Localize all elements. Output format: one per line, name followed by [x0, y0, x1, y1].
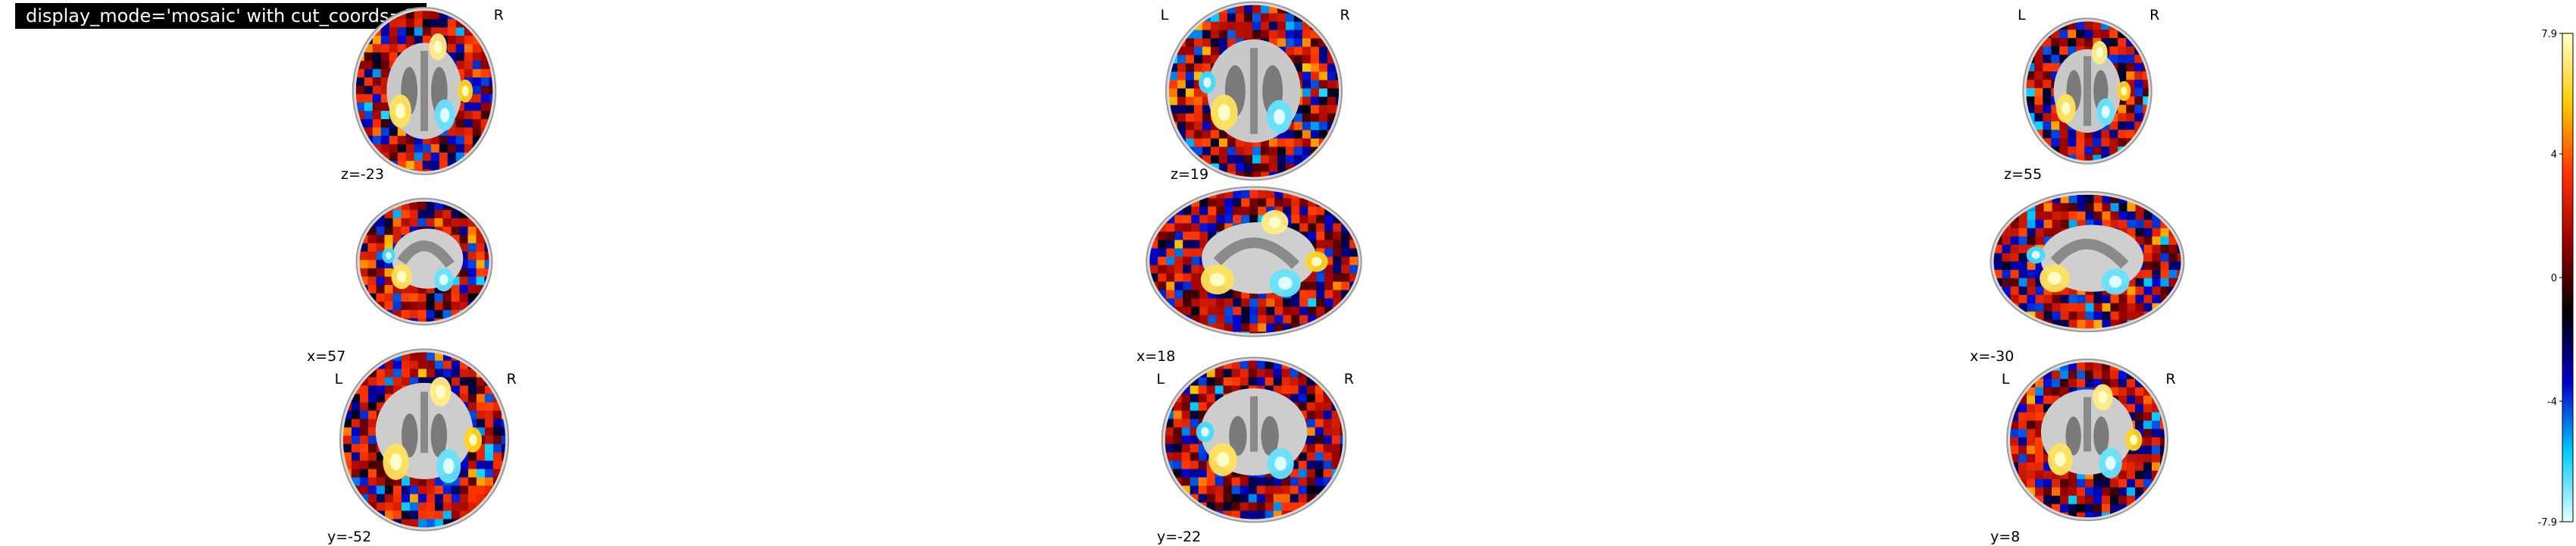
cut-label-axial-2: z=55 [2004, 166, 2042, 183]
brain-panel-sagittal-2: x=-30 [1970, 190, 2185, 365]
orientation-right-label: R [1340, 7, 1349, 24]
colorbar-tick-label: 7.9 [2541, 29, 2557, 40]
cut-label-coronal-0: y=-52 [327, 529, 371, 545]
colorbar-tick-label: -7.9 [2538, 517, 2557, 529]
cut-label-axial-1: z=19 [1171, 166, 1208, 183]
brain-panel-axial-0: z=-23 R [341, 7, 504, 183]
orientation-left-label: L [2002, 371, 2010, 388]
brain-panel-sagittal-0: x=57 [307, 197, 493, 365]
cut-label-sagittal-1: x=18 [1136, 348, 1175, 365]
orientation-left-label: L [1156, 371, 1165, 388]
brain-panel-axial-2: z=55 L R [2004, 7, 2159, 183]
brain-panel-coronal-2: y=8 L R [1990, 358, 2176, 545]
cut-label-sagittal-2: x=-30 [1970, 348, 2014, 365]
colorbar-tick-label: 0 [2551, 273, 2557, 284]
cut-label-coronal-1: y=-22 [1157, 529, 1201, 545]
orientation-right-label: R [494, 7, 504, 24]
cut-label-axial-0: z=-23 [341, 166, 384, 183]
orientation-left-label: L [2018, 7, 2026, 24]
colorbar [2562, 33, 2574, 522]
colorbar-tick-label: 4 [2551, 149, 2557, 161]
orientation-right-label: R [2165, 371, 2175, 388]
orientation-left-label: L [335, 371, 343, 388]
brain-panel-axial-1: z=19 L R [1161, 1, 1350, 183]
orientation-right-label: R [2149, 7, 2159, 24]
figure-title: display_mode='mosaic' with cut_coords=3 [15, 3, 427, 29]
cut-label-coronal-2: y=8 [1990, 529, 2020, 545]
cut-label-sagittal-0: x=57 [307, 348, 345, 365]
brain-panel-sagittal-1: x=18 [1136, 186, 1362, 365]
orientation-right-label: R [506, 371, 516, 388]
brain-panel-coronal-0: y=-52 L R [327, 348, 517, 545]
colorbar-tick-label: -4 [2547, 397, 2557, 408]
orientation-left-label: L [1161, 7, 1169, 24]
brain-panel-coronal-1: y=-22 L R [1156, 356, 1354, 545]
orientation-right-label: R [1344, 371, 1354, 388]
